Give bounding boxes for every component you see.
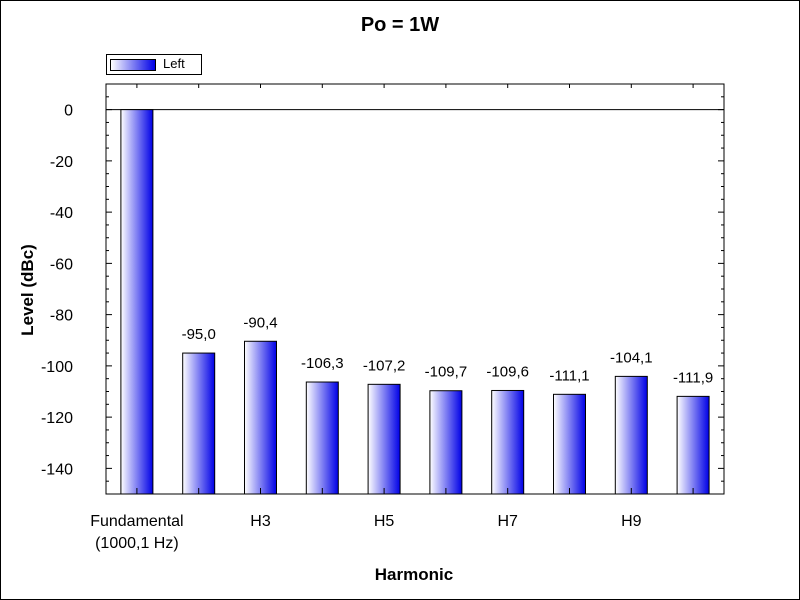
y-tick-label: -140 — [41, 461, 73, 478]
y-tick-label: -40 — [50, 205, 73, 222]
bar — [244, 340, 277, 495]
bar — [491, 389, 525, 495]
y-tick-label: -20 — [50, 154, 73, 171]
y-tick-label: -120 — [41, 410, 73, 427]
data-label: -109,6 — [486, 363, 529, 380]
bar — [367, 383, 401, 495]
bar — [614, 375, 648, 495]
x-tick-label: H9 — [621, 513, 642, 530]
legend-label-left: Left — [163, 56, 185, 71]
x-tick-label: H5 — [374, 513, 395, 530]
data-label: -111,1 — [549, 367, 589, 384]
bar — [676, 395, 710, 495]
bar — [429, 390, 463, 495]
data-label: -95,0 — [182, 326, 216, 343]
y-tick-label: -60 — [50, 256, 73, 273]
data-label: -109,7 — [425, 364, 468, 381]
bar — [305, 381, 339, 495]
y-tick-label: -100 — [41, 359, 73, 376]
x-tick-label: H3 — [250, 513, 271, 530]
legend: Left — [106, 54, 202, 75]
y-axis-title: Level (dBc) — [18, 244, 37, 336]
bar — [553, 393, 586, 495]
legend-swatch — [110, 59, 156, 71]
data-label: -106,3 — [301, 355, 344, 372]
x-tick-label: H7 — [497, 513, 518, 530]
data-label: -107,2 — [363, 357, 406, 374]
x-tick-label: (1000,1 Hz) — [95, 535, 179, 552]
data-label: -90,4 — [243, 314, 277, 331]
x-axis-title: Harmonic — [375, 565, 453, 584]
bar — [182, 352, 216, 495]
bar — [120, 109, 154, 495]
data-label: -111,9 — [673, 369, 713, 386]
y-tick-label: -80 — [50, 308, 73, 325]
chart-title: Po = 1W — [360, 14, 440, 36]
y-tick-label: 0 — [64, 103, 73, 120]
x-tick-label: Fundamental — [90, 513, 183, 530]
data-label: -104,1 — [610, 349, 653, 366]
